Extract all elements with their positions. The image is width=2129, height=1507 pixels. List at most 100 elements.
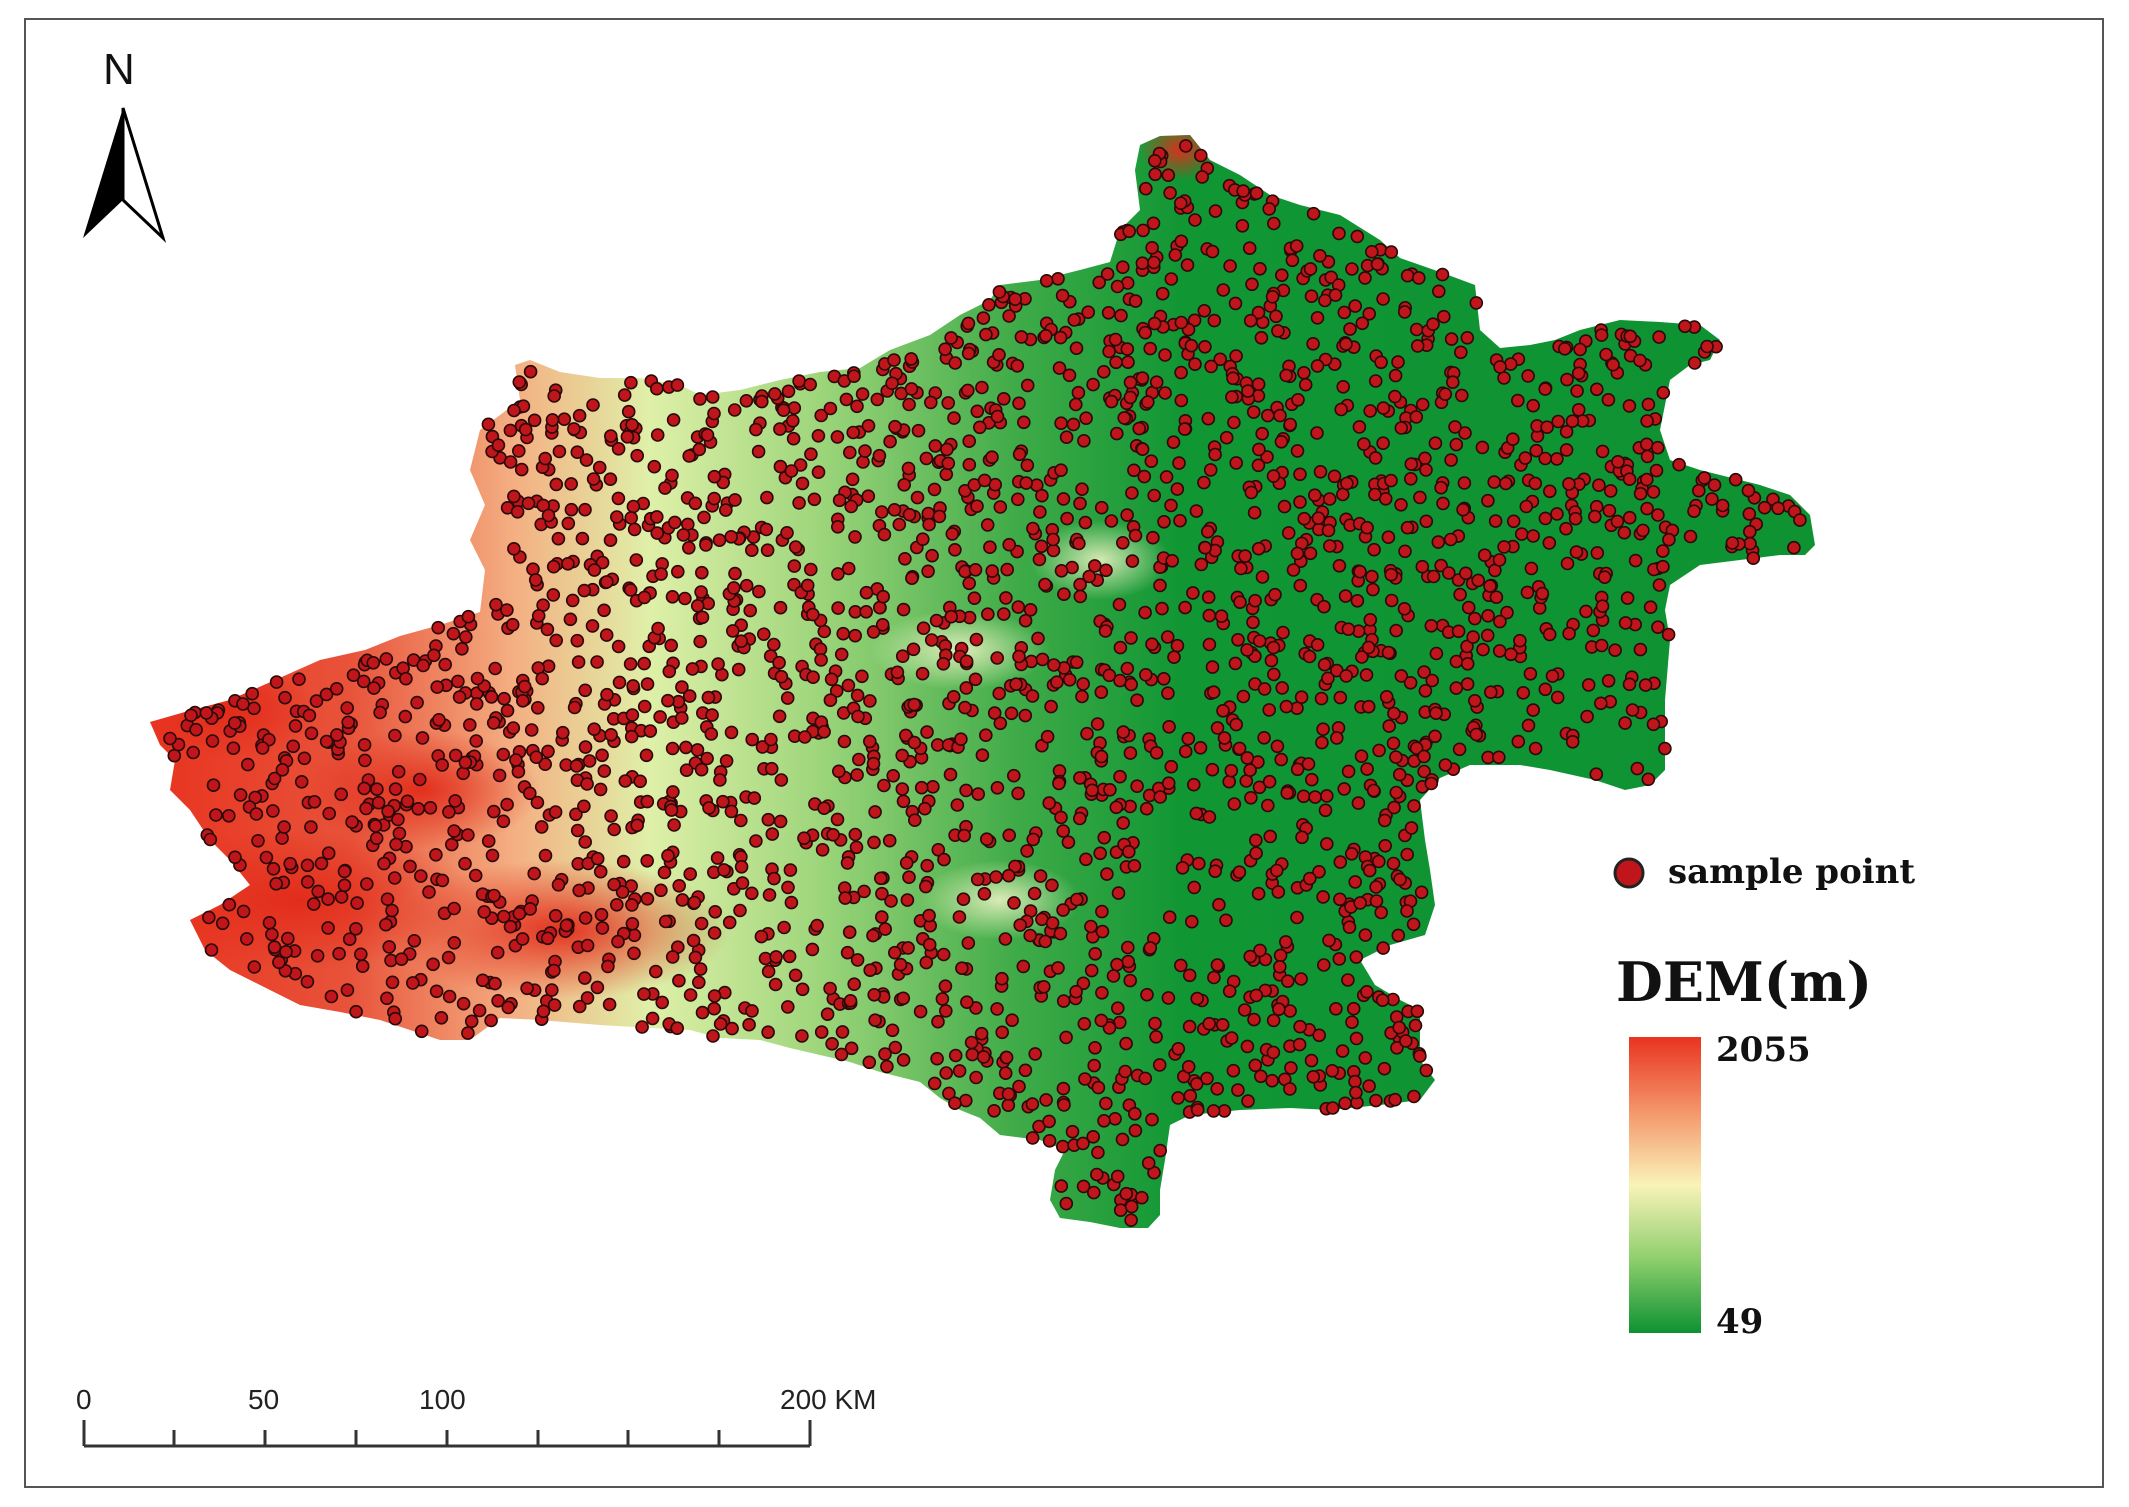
sample-point <box>552 444 567 459</box>
sample-point <box>661 693 675 708</box>
sample-point <box>527 866 542 881</box>
sample-point <box>1076 1179 1091 1194</box>
sample-point <box>767 387 782 401</box>
sample-point <box>734 634 749 649</box>
sample-point <box>163 731 177 746</box>
sample-point <box>1153 1143 1167 1158</box>
sample-point <box>222 897 237 912</box>
sample-point <box>528 573 543 587</box>
sample-point <box>1513 633 1527 648</box>
sample-point <box>1321 671 1335 686</box>
sample-point <box>538 848 553 863</box>
sample-point <box>1551 414 1565 429</box>
sample-point <box>855 387 870 401</box>
sample-point <box>1066 417 1081 432</box>
sample-point <box>1293 467 1307 482</box>
sample-point <box>829 684 844 698</box>
sample-point <box>922 908 936 923</box>
sample-point <box>1327 469 1342 484</box>
sample-point <box>567 700 582 715</box>
sample-point <box>1376 292 1390 306</box>
sample-point <box>1223 259 1237 273</box>
sample-point <box>888 419 902 434</box>
sample-point <box>1229 717 1243 732</box>
sample-point <box>1252 634 1267 648</box>
sample-point <box>1366 582 1380 597</box>
sample-point <box>701 690 716 705</box>
sample-point <box>1020 458 1035 473</box>
sample-point <box>1302 649 1317 664</box>
sample-point <box>310 948 325 963</box>
sample-point <box>898 551 912 566</box>
sample-point <box>675 680 689 694</box>
sample-point <box>971 787 986 801</box>
sample-point <box>745 732 760 747</box>
sample-point <box>1368 374 1383 388</box>
sample-point <box>1132 421 1146 436</box>
sample-point <box>1262 703 1276 717</box>
sample-point <box>415 731 430 745</box>
sample-point <box>952 1064 967 1078</box>
sample-point <box>1418 683 1433 698</box>
sample-point <box>996 391 1011 406</box>
sample-point <box>1514 527 1529 541</box>
sample-point <box>536 1004 551 1019</box>
sample-point <box>896 794 911 809</box>
sample-point <box>1110 279 1125 294</box>
sample-point <box>1135 371 1150 385</box>
sample-point <box>1110 957 1124 972</box>
sample-point <box>1597 570 1612 585</box>
sample-point <box>1355 316 1370 331</box>
sample-point <box>640 794 655 809</box>
sample-point <box>1370 257 1385 272</box>
sample-point <box>1255 570 1270 584</box>
sample-point <box>413 869 428 883</box>
sample-point <box>774 773 789 787</box>
sample-point <box>1194 557 1209 572</box>
sample-point <box>1603 484 1618 498</box>
sample-point <box>1235 219 1250 233</box>
sample-point <box>1389 750 1403 764</box>
sample-point <box>1088 946 1102 961</box>
sample-point <box>1027 886 1042 901</box>
sample-point <box>1009 677 1023 692</box>
sample-point <box>580 991 595 1005</box>
sample-point <box>1116 535 1130 550</box>
sample-point <box>1394 669 1409 683</box>
sample-point <box>706 1029 720 1043</box>
sample-point <box>456 996 471 1011</box>
sample-point <box>468 868 483 883</box>
sample-point <box>388 782 403 796</box>
sample-point <box>1164 272 1179 286</box>
sample-point <box>507 403 521 418</box>
sample-point <box>1135 442 1150 457</box>
sample-point <box>1185 914 1199 929</box>
sample-point <box>939 1066 954 1080</box>
sample-point <box>792 496 806 510</box>
sample-point <box>707 491 722 506</box>
sample-point <box>1349 1085 1363 1100</box>
sample-point <box>359 801 373 816</box>
sample-point <box>1656 559 1670 574</box>
sample-point <box>985 564 1000 578</box>
sample-point <box>544 983 559 997</box>
sample-point <box>1559 443 1574 457</box>
scale-bar <box>82 1420 812 1448</box>
sample-point <box>837 734 852 749</box>
sample-point <box>890 665 905 680</box>
sample-point <box>1277 499 1292 514</box>
sample-point <box>839 392 854 407</box>
sample-point <box>1179 139 1193 153</box>
sample-point <box>745 1004 759 1018</box>
sample-point <box>523 902 538 916</box>
sample-point <box>1099 563 1113 578</box>
sample-point <box>848 530 862 544</box>
sample-point <box>1341 622 1356 637</box>
sample-point <box>1426 569 1441 584</box>
sample-point <box>1164 759 1179 774</box>
sample-point <box>1109 355 1123 370</box>
sample-point <box>1592 478 1606 493</box>
sample-point <box>625 898 639 912</box>
sample-point <box>672 878 687 893</box>
